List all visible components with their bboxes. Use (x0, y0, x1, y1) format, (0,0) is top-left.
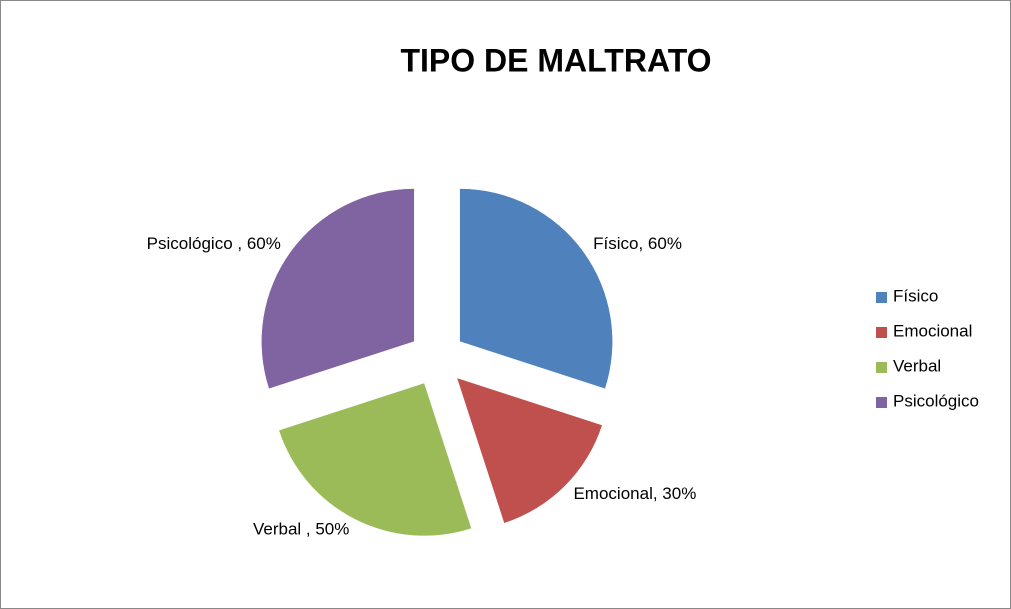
pie-slice (278, 382, 472, 537)
legend-label: Psicológico (893, 391, 979, 410)
pie-slice (456, 377, 603, 524)
legend-swatch (876, 327, 887, 338)
legend-label: Físico (893, 286, 938, 305)
data-label: Psicológico , 60% (147, 234, 281, 253)
data-label: Emocional, 30% (573, 484, 696, 503)
pie-slice (261, 188, 415, 390)
legend-swatch (876, 292, 887, 303)
pie-slice (459, 188, 613, 390)
legend-label: Verbal (893, 356, 941, 375)
data-label: Físico, 60% (593, 234, 682, 253)
chart-title: TIPO DE MALTRATO (400, 42, 711, 78)
data-label: Verbal , 50% (253, 519, 349, 538)
legend-swatch (876, 397, 887, 408)
legend-swatch (876, 362, 887, 373)
legend-label: Emocional (893, 321, 972, 340)
